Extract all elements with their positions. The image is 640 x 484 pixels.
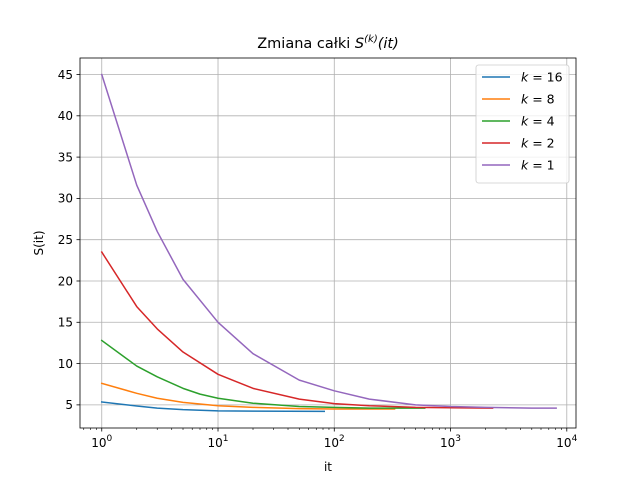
x-tick-label-exponent: 1 (223, 434, 229, 444)
series-line-k-4 (100, 339, 426, 409)
x-tick-label-exponent: 4 (572, 434, 578, 444)
x-tick-label-exponent: 2 (339, 434, 345, 444)
series-line-k-2 (100, 251, 494, 409)
y-axis-label: S(it) (32, 230, 46, 255)
series-line-k-8 (100, 382, 396, 410)
y-tick-label: 25 (58, 233, 73, 247)
y-tick-label: 35 (58, 150, 73, 164)
legend-entry-var: k (521, 136, 529, 151)
legend-entry-value: 8 (547, 92, 555, 107)
plot-frame (79, 57, 577, 429)
legend-entry-var: k (521, 70, 529, 85)
legend: k = 16k = 8k = 4k = 2k = 1 (475, 64, 570, 184)
legend-entry-var: k (521, 92, 529, 107)
x-tick-label: 104 (556, 434, 577, 450)
y-tick-label: 20 (58, 274, 73, 288)
y-tick-label: 40 (58, 109, 73, 123)
legend-entry: k = 8 (521, 92, 555, 107)
legend-entry-value: 4 (547, 114, 555, 129)
legend-entry-equals: = (528, 158, 546, 173)
x-tick-label-base: 10 (440, 436, 455, 450)
x-tick-label-exponent: 0 (107, 434, 113, 444)
chart-title: Zmiana całki S(k)(it) (257, 34, 399, 52)
legend-entry-var: k (521, 114, 529, 129)
legend-entry: k = 2 (521, 136, 555, 151)
legend-entry: k = 16 (521, 70, 563, 85)
chart-title-argument: (it) (378, 36, 399, 52)
series-line-k-16 (100, 401, 326, 413)
x-axis-label: it (324, 460, 332, 474)
legend-entry: k = 4 (521, 114, 555, 129)
x-tick-label-exponent: 3 (455, 434, 461, 444)
grid-layer (80, 58, 576, 428)
x-tick-label-base: 10 (556, 436, 571, 450)
y-tick-label: 15 (58, 316, 73, 330)
y-tick-label: 5 (65, 398, 73, 412)
y-tick-label: 10 (58, 357, 73, 371)
legend-entry: k = 1 (521, 158, 555, 173)
legend-entry-value: 2 (547, 136, 555, 151)
legend-entry-var: k (521, 158, 529, 173)
y-tick-label: 45 (58, 68, 73, 82)
chart-title-base: S (355, 36, 364, 52)
legend-entry-equals: = (528, 70, 546, 85)
x-tick-label-base: 10 (324, 436, 339, 450)
chart-title-text: Zmiana całki (257, 36, 355, 52)
x-tick-label: 101 (208, 434, 229, 450)
x-tick-label: 102 (324, 434, 345, 450)
legend-entry-equals: = (528, 114, 546, 129)
legend-entry-equals: = (528, 92, 546, 107)
series-line-k-1 (100, 73, 557, 409)
x-tick-label-base: 10 (91, 436, 106, 450)
y-tick-label: 30 (58, 192, 73, 206)
legend-entry-equals: = (528, 136, 546, 151)
chart-title-superscript: (k) (364, 34, 378, 45)
x-tick-label-base: 10 (208, 436, 223, 450)
legend-entry-value: 16 (547, 70, 563, 85)
series-layer (100, 73, 557, 413)
x-tick-label: 100 (91, 434, 112, 450)
legend-entry-value: 1 (547, 158, 555, 173)
x-tick-label: 103 (440, 434, 461, 450)
legend-box (475, 64, 570, 184)
